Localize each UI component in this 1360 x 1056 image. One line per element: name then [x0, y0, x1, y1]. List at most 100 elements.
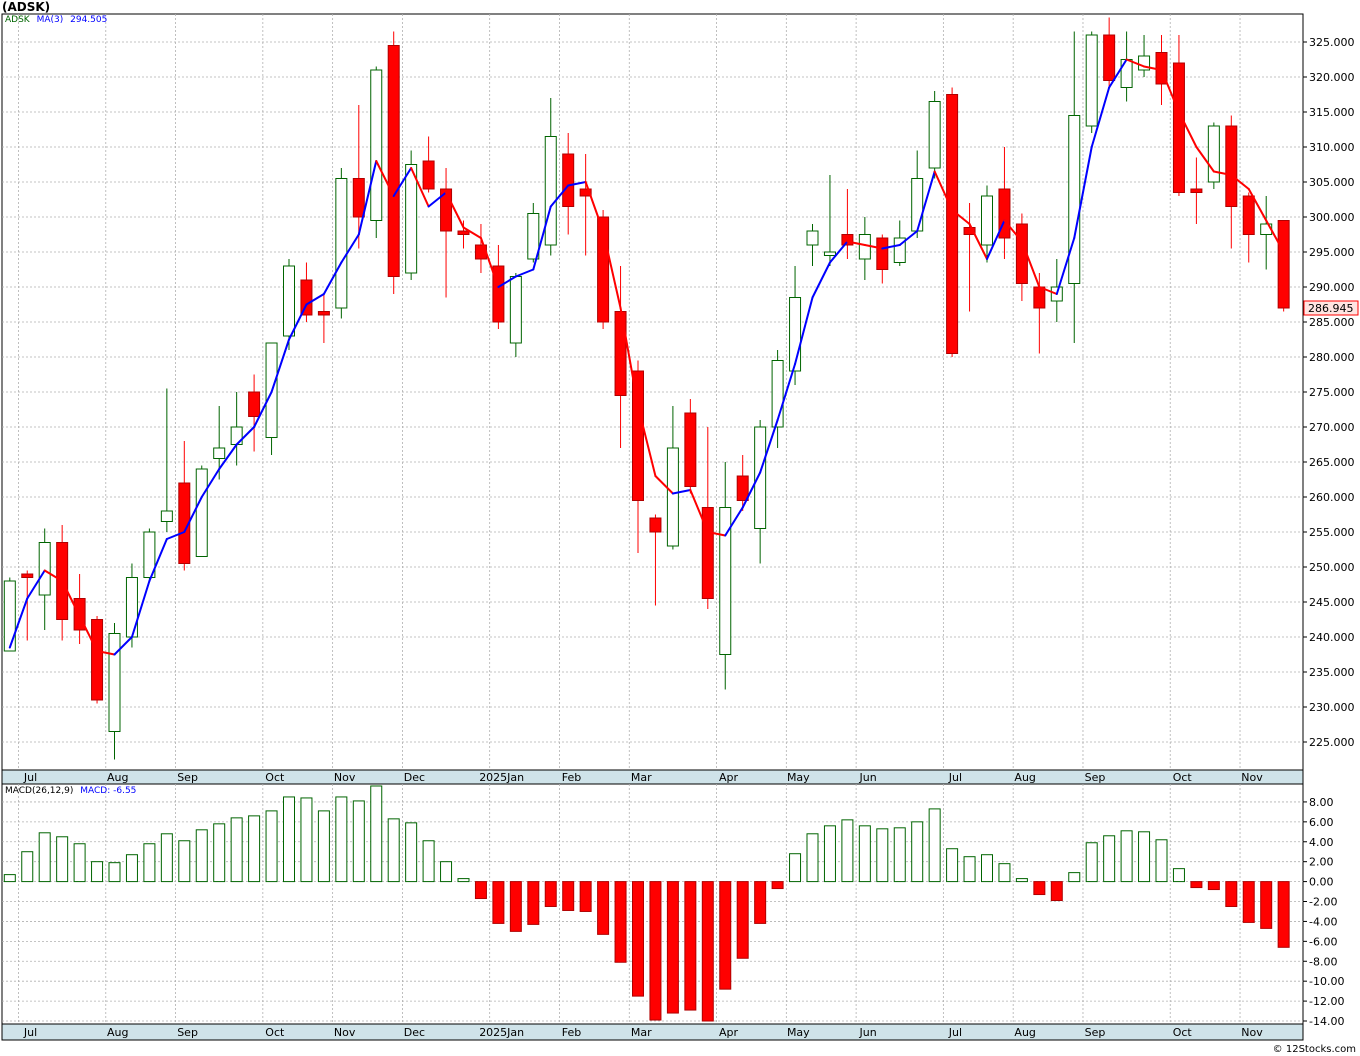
ma-line-segment: [1195, 146, 1215, 173]
macd-bar: [527, 881, 540, 925]
macd-bar: [387, 818, 400, 883]
macd-bar: [457, 878, 470, 883]
ma-line-segment: [532, 205, 552, 271]
candle-body: [422, 160, 435, 190]
price-y-tick-label: 260.000: [1309, 491, 1355, 504]
candle-body: [125, 577, 138, 638]
candle-body: [928, 101, 941, 169]
ma-line-segment: [1247, 188, 1268, 222]
macd-bar: [1260, 881, 1273, 929]
legend-ma-value: 294.505: [70, 15, 108, 25]
macd-bar: [474, 881, 487, 900]
candle-body: [21, 573, 34, 578]
candle-body: [963, 227, 976, 235]
macd-y-tick-label: 4.00: [1309, 836, 1334, 849]
ma-line-segment: [1212, 170, 1233, 176]
x-month-label-top: Sep: [177, 771, 198, 784]
x-month-label-bottom: Sep: [177, 1026, 198, 1039]
candle-body: [38, 542, 51, 596]
x-month-label-bottom: Apr: [719, 1026, 739, 1039]
macd-bar: [56, 836, 69, 883]
macd-bar: [981, 854, 993, 883]
candle-body: [666, 447, 679, 547]
macd-bar: [492, 881, 505, 924]
candle-body: [91, 619, 104, 701]
candle-body: [981, 195, 993, 246]
macd-y-tick-label: -2.00: [1309, 896, 1337, 909]
macd-bar: [771, 881, 784, 890]
ma-line-segment: [235, 426, 256, 446]
ma-line-segment: [410, 167, 430, 208]
ma-line-segment: [1160, 69, 1180, 113]
x-month-label-top: Aug: [107, 771, 128, 784]
ma-line-segment: [322, 261, 343, 295]
candle-body: [754, 426, 767, 529]
macd-bar: [38, 832, 51, 883]
ma-line-segment: [724, 506, 744, 537]
price-y-tick-label: 280.000: [1309, 351, 1355, 364]
macd-bar: [946, 848, 959, 883]
candle-body: [1138, 55, 1151, 71]
macd-bar: [1033, 881, 1046, 896]
candle-body: [789, 297, 802, 372]
ma-line-segment: [1020, 240, 1041, 288]
candle-body: [492, 265, 505, 323]
macd-bar: [806, 833, 819, 883]
candle-body: [1085, 34, 1098, 127]
ma-line-segment: [43, 569, 64, 582]
macd-bar: [195, 829, 208, 883]
ma-line-segment: [148, 538, 168, 582]
ma-line-segment: [427, 191, 448, 208]
x-month-label-top: Dec: [404, 771, 425, 784]
x-month-label-top: Jul: [948, 771, 962, 784]
macd-bar: [265, 810, 278, 883]
ma-line-segment: [968, 223, 988, 260]
x-month-label-top: 2025Jan: [479, 771, 524, 784]
x-axis-band-top: [1, 769, 1304, 785]
candle-body: [300, 279, 313, 316]
macd-bar: [317, 810, 330, 883]
macd-bar: [789, 853, 802, 883]
ma-line-segment: [846, 240, 866, 246]
price-y-tick-label: 320.000: [1309, 71, 1355, 84]
macd-bar: [422, 840, 435, 883]
x-month-label-bottom: Oct: [265, 1026, 285, 1039]
macd-bar: [1277, 881, 1290, 948]
candle-body: [1033, 286, 1046, 309]
ma-line-segment: [392, 167, 413, 197]
x-month-label-top: Sep: [1085, 771, 1106, 784]
macd-y-tick-label: 0.00: [1309, 876, 1334, 889]
macd-bar: [230, 817, 243, 883]
ma-line-segment: [26, 569, 46, 600]
macd-y-tick-label: 8.00: [1309, 796, 1334, 809]
ma-line-segment: [1125, 58, 1146, 68]
macd-legend-value: MACD: -6.55: [80, 786, 137, 796]
price-y-tick-label: 245.000: [1309, 596, 1355, 609]
ma-line-segment: [130, 580, 151, 638]
macd-bar: [597, 881, 610, 935]
macd-bar: [1172, 868, 1185, 883]
macd-bar: [1120, 830, 1133, 883]
candle-body: [335, 178, 348, 309]
price-y-tick-label: 285.000: [1309, 316, 1355, 329]
candle-body: [160, 510, 173, 522]
x-month-label-bottom: Oct: [1173, 1026, 1193, 1039]
macd-bar: [858, 825, 871, 883]
candle-body: [1207, 125, 1220, 183]
macd-bar: [160, 833, 173, 883]
macd-bar: [963, 856, 976, 883]
x-month-label-bottom: Mar: [631, 1026, 652, 1039]
candle-body: [1103, 34, 1116, 81]
macd-bar: [91, 861, 104, 883]
ma-line-segment: [78, 615, 99, 652]
x-month-label-top: Oct: [1173, 771, 1193, 784]
x-month-label-top: Feb: [562, 771, 581, 784]
macd-y-tick-label: -14.00: [1309, 1015, 1344, 1028]
ma-line-segment: [165, 531, 186, 540]
candle-body: [771, 360, 784, 428]
macd-bar: [928, 808, 941, 883]
macd-bar: [1068, 872, 1081, 883]
macd-bar: [1242, 881, 1255, 923]
x-month-label-top: Aug: [1014, 771, 1035, 784]
